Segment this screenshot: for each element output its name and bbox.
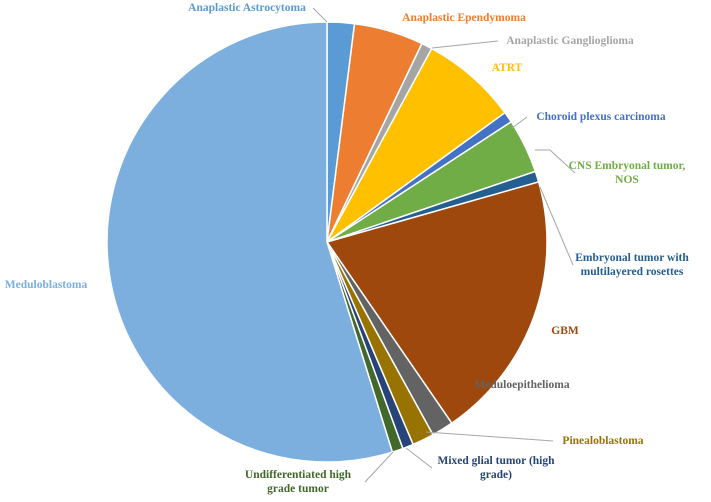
pie-slices [106,21,548,463]
slice-label: Choroid plexus carcinoma [536,111,666,123]
leader-line [511,116,528,129]
slice-label: Mixed glial tumor (high grade) [437,455,555,481]
leader-line [405,447,433,469]
pie-slice [106,21,394,463]
slice-label: Anaplastic Astrocytoma [188,2,306,14]
slice-label: CNS Embryonal tumor, NOS [569,160,686,186]
slice-label: ATRT [492,62,523,74]
leader-line [535,149,576,174]
leader-line [425,431,554,442]
slice-label: Anaplastic Ependymoma [402,12,526,24]
leader-line [539,186,574,266]
leader-lines [312,7,576,483]
pie-slice [325,181,548,425]
leader-line [431,40,499,49]
slice-labels: Anaplastic Astrocytoma Anaplastic Ependym… [5,2,690,495]
leader-line [312,7,328,23]
slice-label: GBM [551,325,579,337]
slice-label: Meduloblastoma [5,279,88,291]
slice-label: Pinealoblastoma [562,435,643,447]
slice-label: Meduloepithelioma [474,379,569,391]
slice-label: Embryonal tumor with multilayered rosette… [575,252,689,278]
leader-line [364,451,394,483]
slice-label: Undifferentiated high grade tumor [245,469,352,495]
slice-label: Anaplastic Ganglioglioma [506,35,634,47]
